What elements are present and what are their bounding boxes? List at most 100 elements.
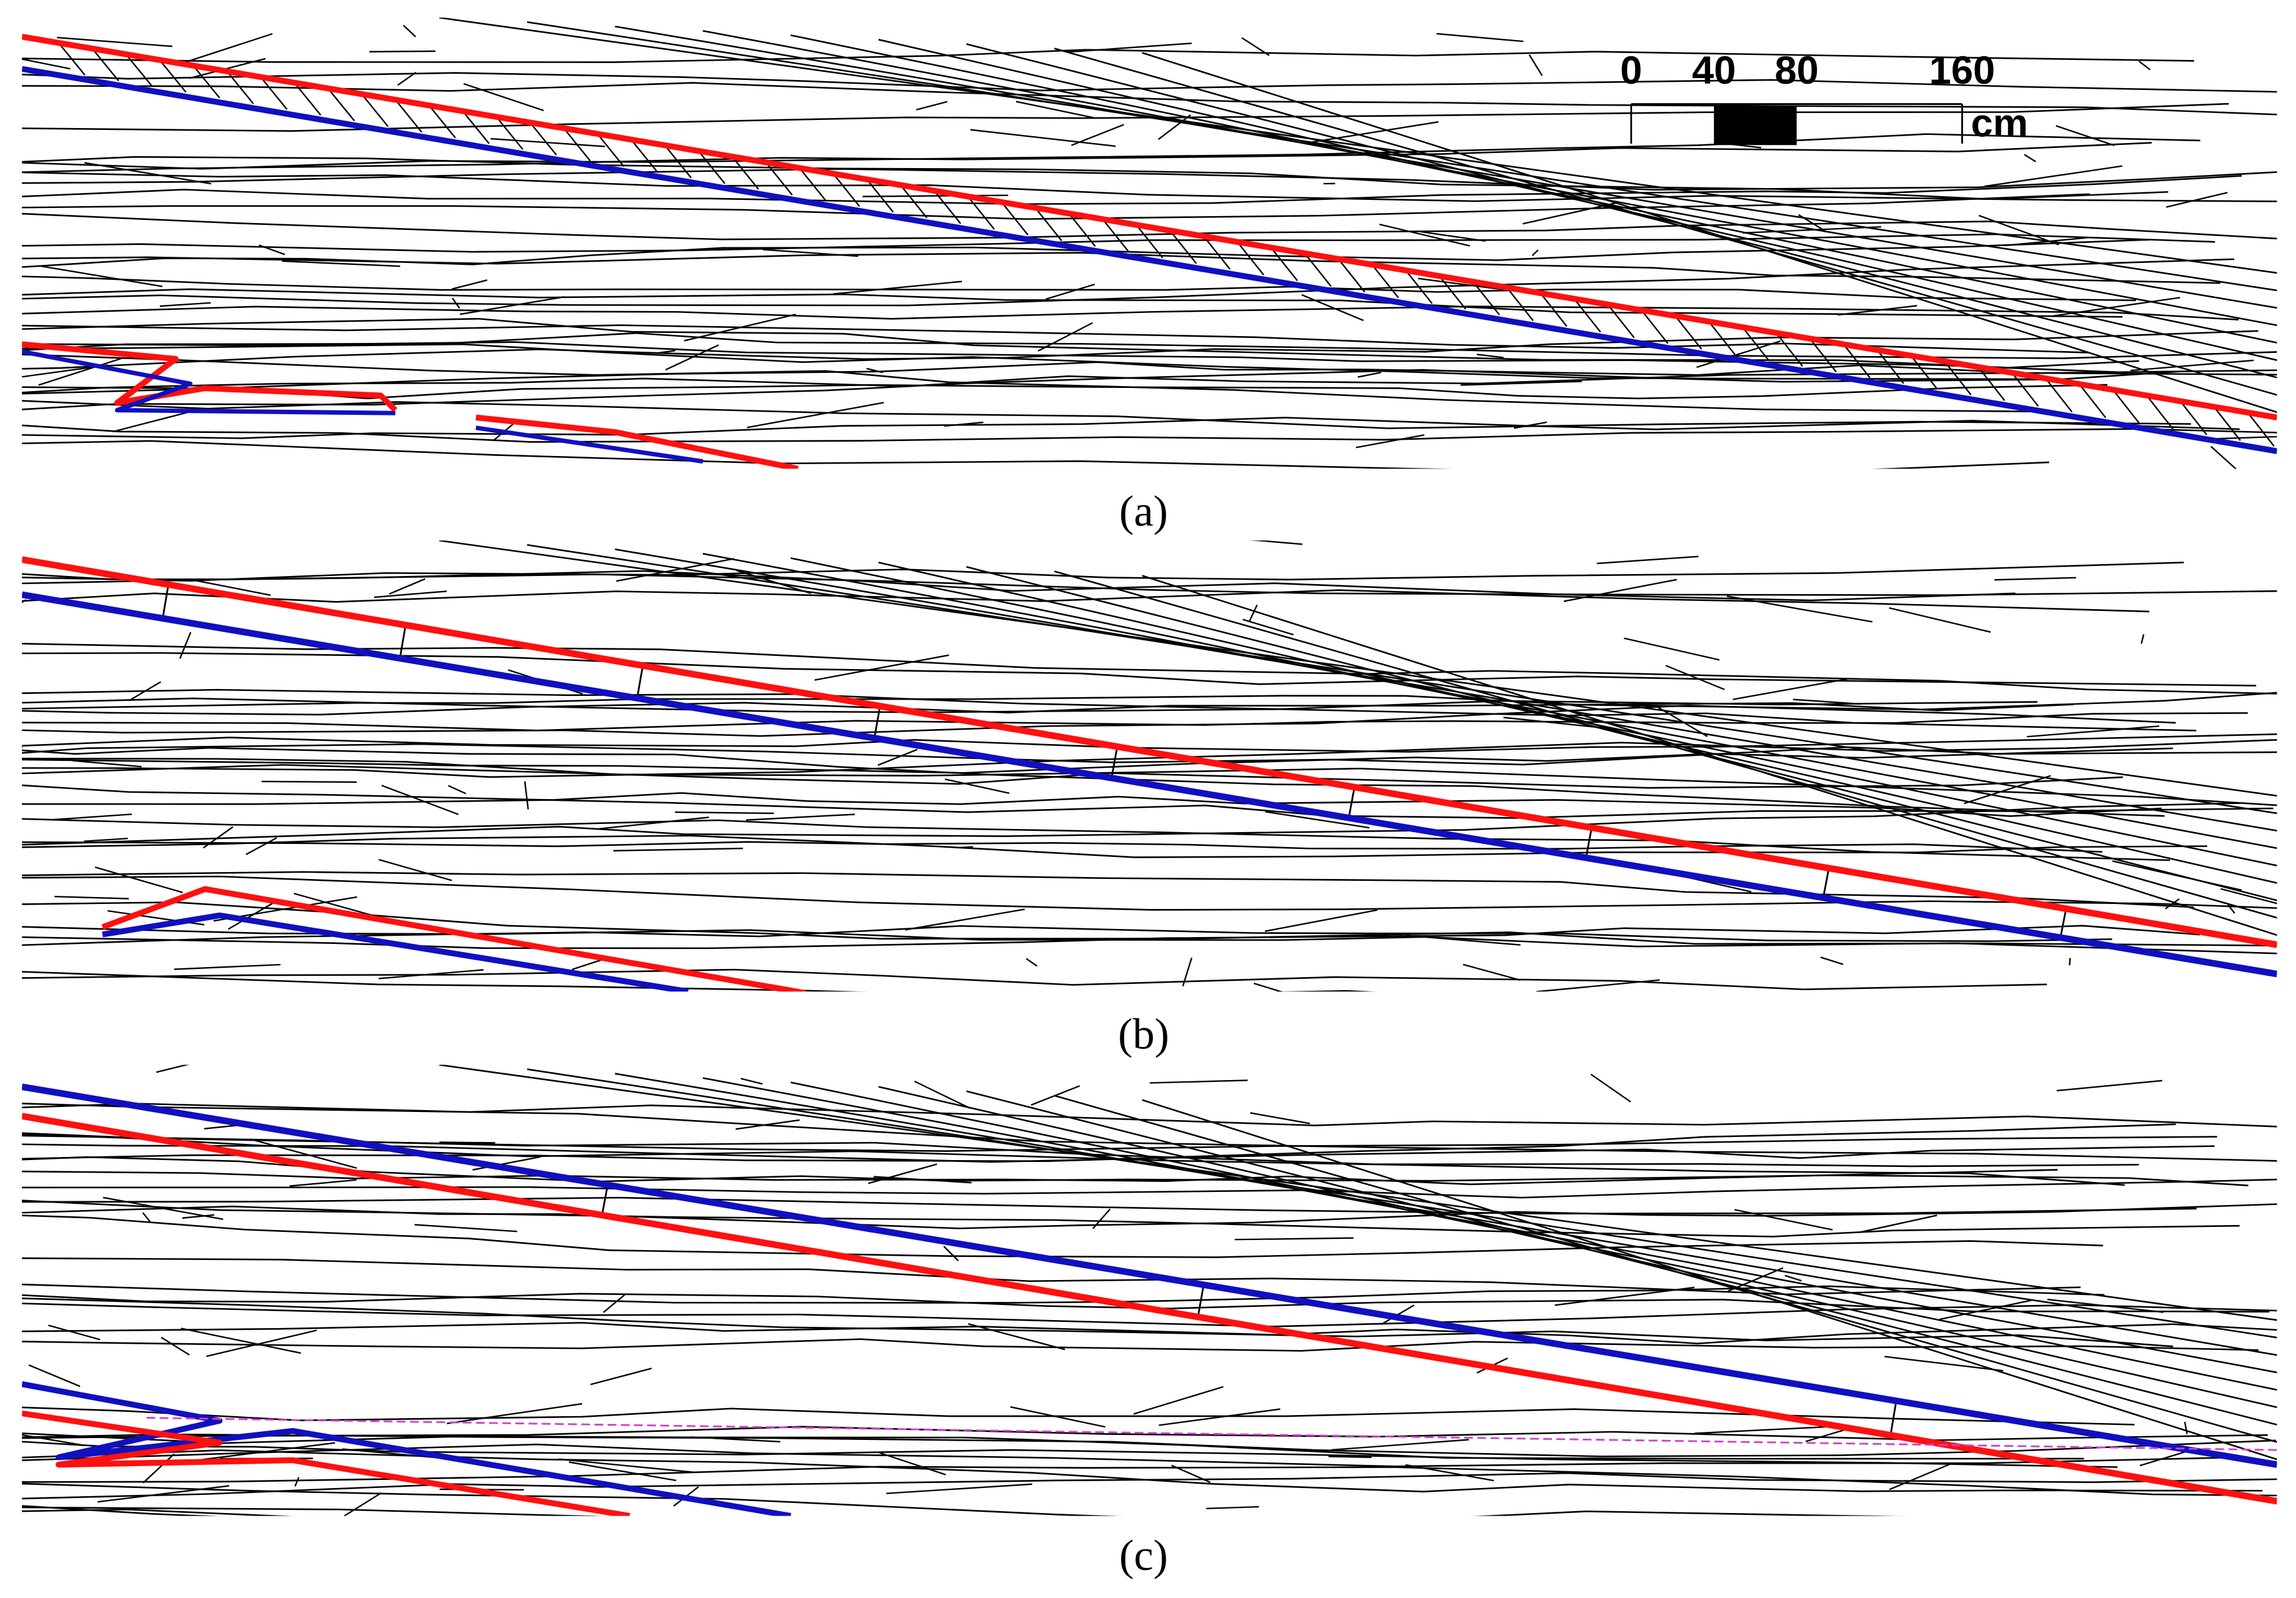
mesh-edge	[2210, 445, 2237, 469]
mesh-edge	[886, 1483, 1032, 1494]
connector	[260, 76, 288, 110]
mesh-edge	[439, 1141, 495, 1144]
mesh-line	[22, 1449, 2263, 1492]
mesh-edge	[595, 816, 710, 830]
mesh-edge	[1265, 811, 1370, 829]
mesh-edge	[675, 811, 774, 815]
connector	[873, 706, 881, 740]
mesh-line	[22, 82, 2277, 116]
mesh-line	[22, 968, 2047, 991]
mesh-edge	[1157, 114, 1191, 141]
mesh-line	[22, 697, 2037, 713]
connector	[1843, 344, 1871, 379]
mesh-edge	[1045, 284, 1096, 300]
mesh-edge	[735, 1119, 800, 1130]
mesh-line	[22, 1196, 2197, 1214]
mesh-line	[22, 562, 2184, 582]
mesh-edge	[174, 963, 281, 970]
mesh-edge	[1133, 1386, 1224, 1415]
connector	[1822, 868, 1830, 899]
mesh-edge	[414, 1224, 518, 1233]
connector	[866, 179, 894, 213]
connector	[1741, 327, 1769, 361]
mesh-line	[22, 1199, 2240, 1238]
mesh-edge	[1460, 380, 1582, 386]
red-line	[475, 414, 799, 469]
mesh-edge	[195, 580, 271, 596]
mesh-line	[22, 743, 2277, 766]
connector	[1405, 270, 1433, 304]
connector	[91, 48, 119, 82]
mesh-line	[22, 361, 2277, 395]
mesh-edge	[451, 279, 488, 290]
mesh-line	[22, 1406, 2135, 1426]
mesh-edge	[1665, 665, 1725, 690]
mesh-line	[22, 926, 2277, 955]
mesh-edge	[374, 590, 447, 598]
mesh-edge	[22, 599, 27, 603]
connector	[1809, 338, 1837, 373]
mesh-edge	[250, 1138, 357, 1169]
mesh-edge	[161, 1336, 190, 1356]
mesh-edge	[879, 1452, 946, 1476]
mesh-edge	[452, 297, 460, 309]
mesh-line	[22, 288, 2123, 318]
mesh-edge	[1037, 322, 1093, 352]
mesh-edge	[524, 781, 529, 810]
mesh-line	[22, 239, 2150, 268]
mesh-line	[22, 156, 2169, 201]
mesh-edge	[2220, 888, 2277, 905]
mesh-line	[22, 49, 2194, 63]
connector	[361, 93, 389, 127]
mesh-line	[22, 692, 2277, 711]
connector	[398, 625, 407, 660]
mesh-edge	[227, 902, 274, 930]
mesh-line	[22, 871, 2194, 908]
mesh-edge	[916, 101, 948, 111]
mesh-edge	[914, 1080, 971, 1109]
mesh-line	[22, 1123, 2176, 1163]
mesh-edge	[943, 1246, 959, 1262]
mesh-line	[966, 43, 2277, 379]
connector	[1876, 349, 1904, 384]
mesh-edge	[873, 1176, 972, 1184]
mesh-line	[439, 17, 2277, 274]
connector	[1111, 746, 1119, 780]
mesh-edge	[1939, 1299, 2032, 1321]
mesh-edge	[202, 826, 234, 849]
connector	[1944, 360, 1972, 395]
mesh-line	[22, 233, 2215, 253]
mesh-edge	[472, 1156, 541, 1171]
mesh-edge	[282, 260, 400, 267]
mesh-edge	[1513, 421, 1547, 429]
mesh-edge	[967, 1323, 1066, 1351]
mesh-edge	[1860, 1214, 1937, 1233]
mesh-line	[22, 835, 2207, 858]
mesh-edge	[379, 858, 452, 881]
mesh-edge	[1010, 1406, 1106, 1428]
mesh-line	[22, 369, 2180, 410]
mesh-line	[22, 841, 2102, 853]
mesh-edge	[181, 1328, 301, 1354]
connector	[529, 122, 557, 156]
mesh-edge	[189, 1442, 335, 1462]
mesh-edge	[1331, 1439, 1469, 1451]
connector	[596, 133, 625, 167]
caption: (c)	[1119, 1531, 1168, 1580]
mesh-edge	[294, 1477, 300, 1487]
mesh-edge	[1250, 540, 1303, 545]
connector	[1607, 304, 1635, 339]
blue-line	[102, 912, 689, 992]
mesh-edge	[690, 1436, 781, 1442]
connector	[664, 144, 692, 179]
panel-b	[22, 540, 2277, 992]
mesh-edge	[1406, 935, 1521, 946]
connector	[327, 87, 355, 122]
mesh-edge	[970, 129, 1116, 147]
mesh-edge	[379, 969, 484, 980]
connector	[1675, 315, 1703, 350]
connector	[161, 584, 169, 620]
mesh-edge	[381, 785, 459, 815]
connector	[1540, 292, 1568, 327]
